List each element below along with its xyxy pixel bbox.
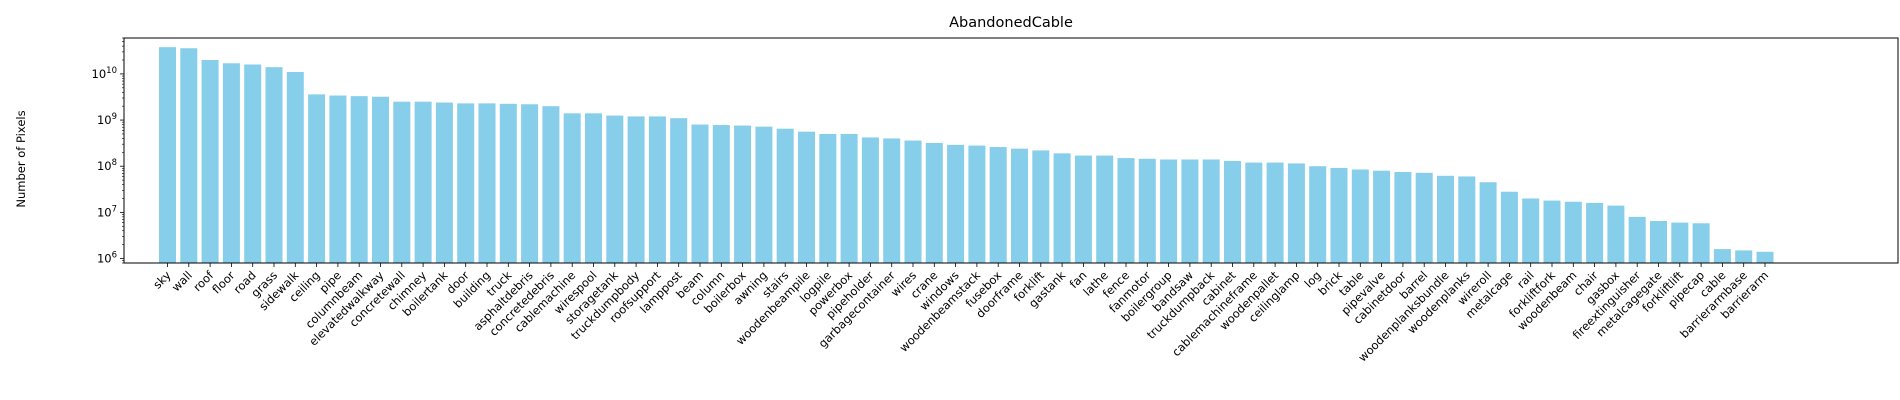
- chart-title: AbandonedCable: [949, 15, 1073, 31]
- bar-doorframe: [1011, 148, 1028, 263]
- bar-pipe: [329, 95, 347, 263]
- bar-concretewall: [393, 101, 411, 263]
- y-tick-label: 1010: [92, 66, 117, 81]
- bar-barrel: [1415, 172, 1433, 263]
- bar-ceilinglamp: [1287, 163, 1305, 263]
- bar-wires: [904, 140, 922, 263]
- bar-concretedebris: [542, 106, 560, 263]
- bar-cabinetdoor: [1394, 171, 1412, 263]
- plot-frame: [123, 37, 1899, 264]
- bar-sidewalk: [286, 72, 304, 263]
- bar-rail: [1522, 198, 1540, 263]
- bar-woodenplanks: [1458, 176, 1476, 263]
- bars-group: [159, 47, 1774, 264]
- bar-pipecap: [1692, 223, 1710, 263]
- bar-powerbox: [840, 133, 858, 263]
- bar-roofsupport: [648, 116, 666, 263]
- bar-elevatedwalkway: [372, 96, 389, 263]
- bar-logpile: [819, 133, 837, 263]
- y-axis-label: Number of Pixels: [14, 110, 28, 207]
- x-tick-label: wall: [169, 268, 195, 294]
- bar-asphaltdebris: [521, 104, 539, 263]
- bar-building: [478, 103, 496, 264]
- bar-forkliftfork: [1543, 200, 1561, 263]
- bar-stairs: [776, 128, 794, 263]
- bar-columnbeam: [350, 96, 368, 263]
- bar-grass: [265, 67, 283, 263]
- bar-woodenpallet: [1266, 162, 1284, 263]
- bar-wirespool: [585, 113, 602, 263]
- bar-sky: [159, 47, 176, 263]
- bar-woodenbeampile: [798, 131, 815, 263]
- bar-metalcage: [1500, 191, 1518, 263]
- bar-windows: [947, 144, 965, 263]
- bar-pipeholder: [861, 137, 879, 263]
- bar-road: [244, 64, 262, 264]
- y-axis-ticks: 106 107 108 109 1010: [92, 37, 124, 266]
- bar-lathe: [1096, 155, 1114, 263]
- bar-fence: [1117, 158, 1135, 263]
- bar-barrierarm: [1756, 251, 1774, 263]
- bar-table: [1351, 169, 1369, 263]
- bar-storagetank: [606, 115, 624, 263]
- y-tick-label: 108: [97, 158, 117, 173]
- bar-crane: [925, 142, 943, 263]
- y-tick-label: 109: [97, 112, 117, 127]
- bar-garbagecontainer: [883, 138, 901, 263]
- bar-boilerbox: [734, 125, 752, 263]
- bar-truckdumpback: [1202, 159, 1220, 263]
- bar-awning: [755, 126, 773, 264]
- bar-pipevalve: [1373, 170, 1391, 263]
- y-tick-label: 107: [97, 204, 117, 219]
- bar-roof: [201, 60, 219, 263]
- bar-fanmotor: [1138, 158, 1156, 263]
- bar-boilertank: [435, 102, 453, 264]
- bar-lamppost: [670, 118, 688, 263]
- x-tick-label: sky: [150, 268, 174, 292]
- bar-door: [457, 103, 475, 264]
- y-tick-label: 106: [97, 251, 117, 266]
- bar-woodenbeam: [1564, 201, 1582, 263]
- bar-metalcagegate: [1650, 221, 1667, 263]
- bar-log: [1309, 166, 1327, 263]
- bar-brick: [1330, 167, 1348, 263]
- x-axis-ticks: skywallrooffloorroadgrasssidewalkceiling…: [150, 263, 1771, 364]
- bar-cablemachine: [563, 113, 581, 263]
- bar-column: [712, 125, 730, 263]
- bar-chair: [1586, 202, 1604, 263]
- bar-barrierarmbase: [1735, 250, 1753, 263]
- bar-cabinet: [1224, 160, 1241, 263]
- bar-cable: [1713, 249, 1731, 263]
- bar-fireextinguisher: [1628, 216, 1646, 263]
- bar-gasbox: [1607, 205, 1625, 263]
- bar-woodenplanksbundle: [1437, 175, 1454, 263]
- bar-wall: [180, 48, 198, 263]
- bar-forkliftlift: [1671, 222, 1689, 263]
- bar-fan: [1074, 155, 1092, 263]
- bar-cablemachineframe: [1245, 162, 1263, 263]
- bar-bandsaw: [1181, 159, 1199, 263]
- bar-woodenbeamstack: [968, 145, 986, 263]
- bar-chimney: [414, 101, 432, 263]
- x-tick-label: floor: [209, 268, 238, 297]
- bar-forklift: [1032, 150, 1050, 263]
- bar-ceiling: [308, 94, 326, 263]
- bar-truck: [499, 103, 517, 263]
- bar-floor: [222, 63, 240, 263]
- bar-wireroll: [1479, 182, 1497, 263]
- bar-gastank: [1053, 153, 1071, 263]
- bar-truckdumpbody: [627, 116, 645, 263]
- bar-fusebox: [989, 147, 1007, 263]
- bar-boilergroup: [1160, 159, 1178, 263]
- bar-beam: [691, 124, 709, 263]
